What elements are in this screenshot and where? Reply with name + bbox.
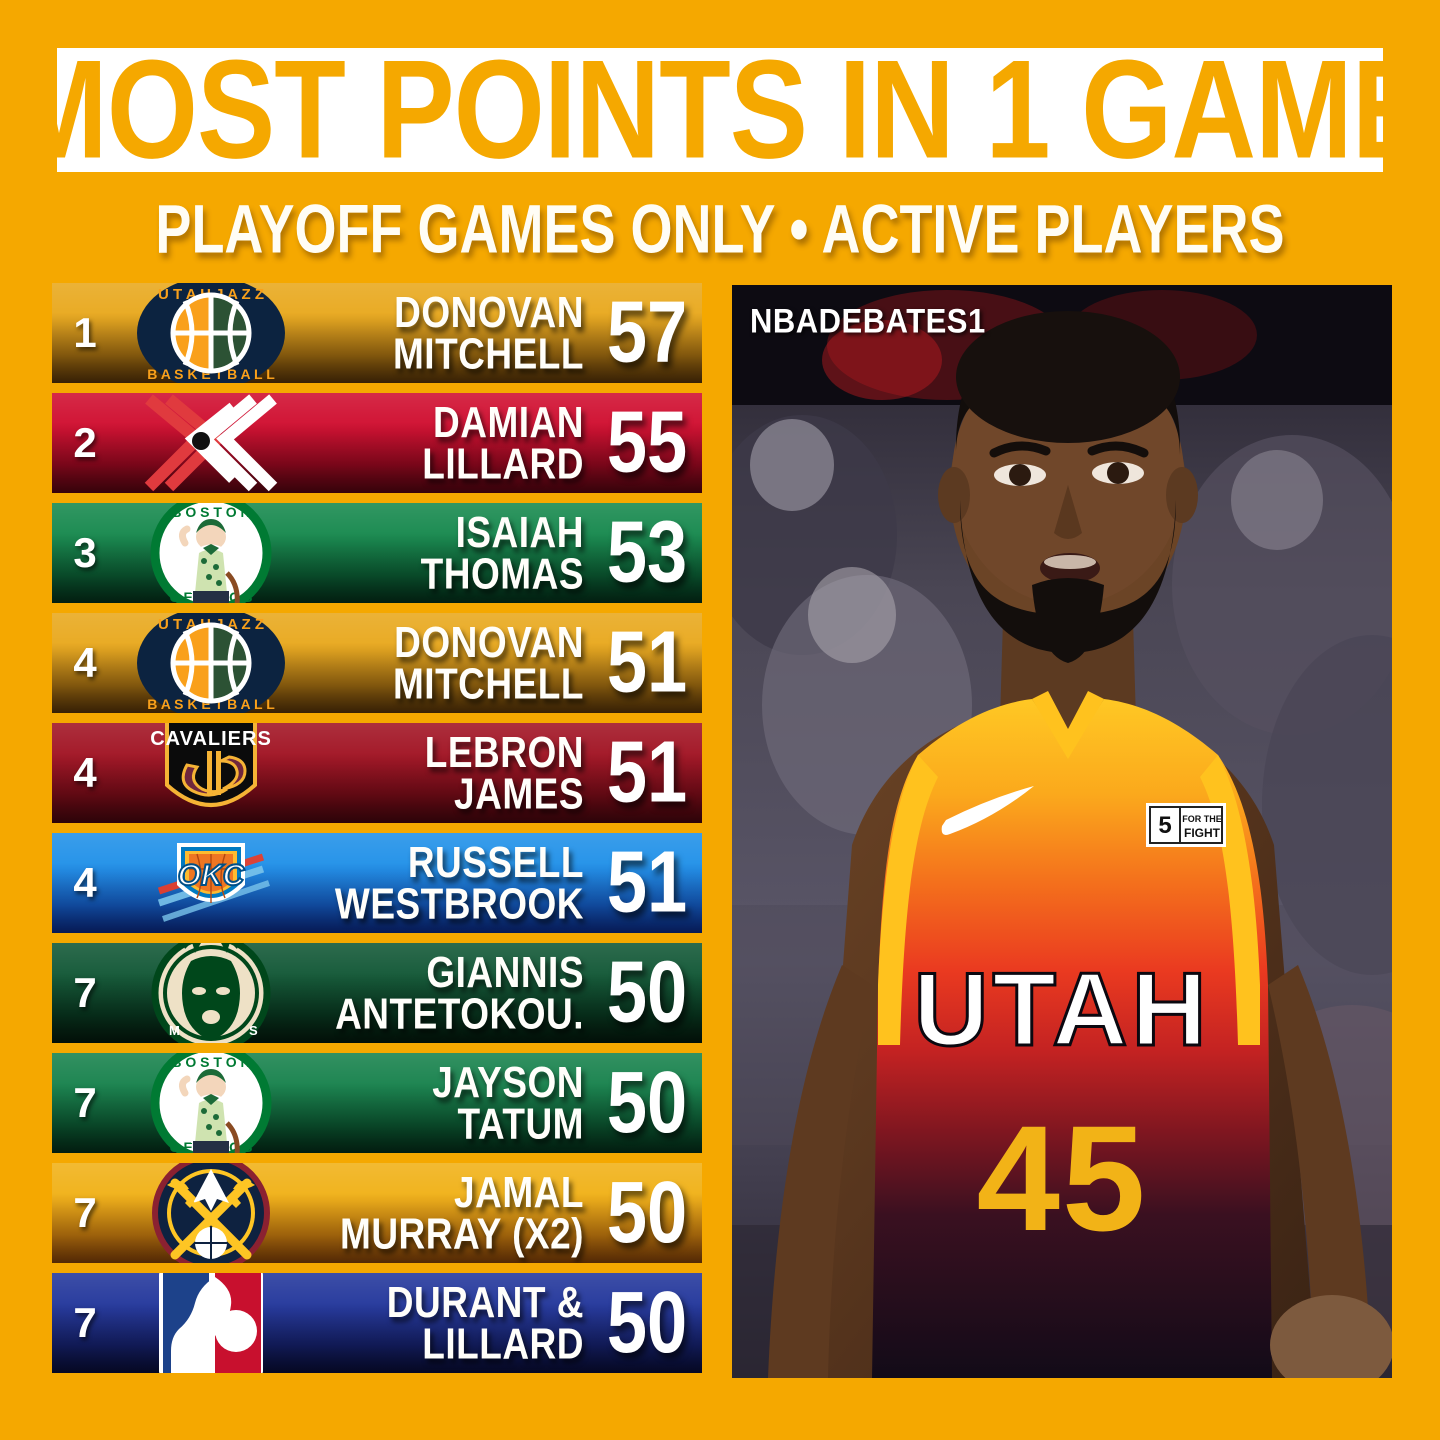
team-logo-nba-icon bbox=[118, 1273, 303, 1373]
player-first-name: DURANT & bbox=[386, 1277, 584, 1327]
player-last-name: LILLARD bbox=[422, 439, 584, 488]
player-name: ISAIAH THOMAS bbox=[303, 510, 592, 598]
player-name: JAMAL MURRAY (X2) bbox=[303, 1170, 592, 1258]
leaderboard-row[interactable]: 1 U T A H J A Z Z B A S K E T B A L L DO… bbox=[52, 283, 702, 383]
team-logo-oklahoma-city-thunder-icon: OKC bbox=[118, 833, 303, 933]
leaderboard-row[interactable]: 3 B O S T O N C E L T I C S ISAIAHTHOMAS… bbox=[52, 503, 702, 603]
svg-text:45: 45 bbox=[977, 1094, 1148, 1262]
team-logo-portland-trail-blazers-icon bbox=[118, 393, 303, 493]
player-last-name: LILLARD bbox=[422, 1319, 584, 1368]
points-value: 53 bbox=[606, 503, 688, 602]
points-value: 50 bbox=[606, 1053, 688, 1152]
team-logo-utah-jazz-icon: U T A H J A Z Z B A S K E T B A L L bbox=[118, 613, 303, 713]
team-logo-utah-jazz-icon: U T A H J A Z Z B A S K E T B A L L bbox=[118, 283, 303, 383]
watermark-text: NBADEBATES1 bbox=[750, 301, 986, 341]
rank-number: 1 bbox=[73, 309, 97, 356]
player-last-name: MITCHELL bbox=[392, 659, 584, 708]
title-band: MOST POINTS IN 1 GAME bbox=[11, 39, 1431, 179]
player-first-name: JAYSON bbox=[432, 1057, 584, 1107]
points-value: 51 bbox=[606, 613, 688, 712]
player-first-name: JAMAL bbox=[454, 1167, 584, 1217]
points-value: 50 bbox=[606, 943, 688, 1042]
leaderboard-row[interactable]: 7 M S GIANNIS ANTETOKOU. 50 bbox=[52, 943, 702, 1043]
svg-text:M: M bbox=[169, 1023, 180, 1038]
player-last-name: TATUM bbox=[457, 1099, 584, 1148]
points-value: 50 bbox=[606, 1273, 688, 1372]
player-name: DAMIAN LILLARD bbox=[303, 400, 592, 488]
rank-number: 7 bbox=[73, 1189, 97, 1236]
rank-number: 2 bbox=[73, 419, 97, 466]
rank-number: 4 bbox=[73, 639, 97, 686]
leaderboard-row[interactable]: 4 OKC RUSSELL WESTBROOK 51 bbox=[52, 833, 702, 933]
player-first-name: DAMIAN bbox=[433, 397, 584, 447]
player-name: DONOVAN MITCHELL bbox=[303, 290, 592, 378]
svg-text:FOR THE: FOR THE bbox=[1182, 814, 1222, 824]
photo-illustration: 5 FOR THE FIGHT UTAH 45 bbox=[732, 285, 1392, 1378]
team-logo-cleveland-cavaliers-icon: CAVALIERS bbox=[118, 723, 303, 823]
player-name: LEBRON JAMES bbox=[303, 730, 592, 818]
points-value: 50 bbox=[606, 1163, 688, 1262]
svg-text:UTAH: UTAH bbox=[913, 952, 1210, 1068]
points-value: 55 bbox=[606, 393, 688, 492]
svg-text:OKC: OKC bbox=[177, 859, 245, 892]
rank-number: 4 bbox=[73, 749, 97, 796]
player-last-name: MURRAY (X2) bbox=[340, 1209, 584, 1258]
player-first-name: ISAIAH bbox=[455, 507, 584, 557]
player-name: DURANT & LILLARD bbox=[303, 1280, 592, 1368]
points-value: 57 bbox=[606, 283, 688, 382]
player-first-name: LEBRON bbox=[424, 727, 584, 777]
leaderboard-list: 1 U T A H J A Z Z B A S K E T B A L L DO… bbox=[52, 283, 702, 1383]
leaderboard-row[interactable]: 7 B O S T O N C E L T I C S JAYSONTATUM5… bbox=[52, 1053, 702, 1153]
player-photo: 5 FOR THE FIGHT UTAH 45 NBADEBATES1 bbox=[732, 285, 1392, 1378]
player-first-name: DONOVAN bbox=[394, 617, 584, 667]
player-name: GIANNIS ANTETOKOU. bbox=[303, 950, 592, 1038]
page-subtitle: PLAYOFF GAMES ONLY • ACTIVE PLAYERS bbox=[155, 191, 1285, 269]
jersey-patch: 5 FOR THE FIGHT bbox=[1146, 803, 1226, 847]
player-last-name: WESTBROOK bbox=[334, 879, 584, 928]
rank-number: 7 bbox=[73, 1079, 97, 1126]
player-name: DONOVAN MITCHELL bbox=[303, 620, 592, 708]
leaderboard-row[interactable]: 2 DAMIAN LILLARD 55 bbox=[52, 393, 702, 493]
team-logo-denver-nuggets-icon bbox=[118, 1163, 303, 1263]
player-last-name: MITCHELL bbox=[392, 329, 584, 378]
leaderboard-row[interactable]: 4 U T A H J A Z Z B A S K E T B A L L DO… bbox=[52, 613, 702, 713]
svg-text:S: S bbox=[249, 1023, 258, 1038]
rank-number: 7 bbox=[73, 969, 97, 1016]
player-first-name: GIANNIS bbox=[426, 947, 584, 997]
svg-text:B A S K E T B A L L: B A S K E T B A L L bbox=[147, 696, 275, 712]
rank-number: 4 bbox=[73, 859, 97, 906]
leaderboard-row[interactable]: 7 DURANT & LILLARD 50 bbox=[52, 1273, 702, 1373]
player-last-name: ANTETOKOU. bbox=[335, 989, 584, 1038]
page-title: MOST POINTS IN 1 GAME bbox=[10, 31, 1431, 188]
player-last-name: THOMAS bbox=[420, 549, 584, 598]
leaderboard-row[interactable]: 4 CAVALIERS LEBRON JAMES 51 bbox=[52, 723, 702, 823]
team-logo-boston-celtics-icon: B O S T O N C E L T I C S bbox=[118, 503, 303, 603]
player-name: RUSSELL WESTBROOK bbox=[303, 840, 592, 928]
svg-text:B O S T O N: B O S T O N bbox=[171, 1054, 250, 1070]
player-last-name: JAMES bbox=[454, 769, 584, 818]
team-logo-boston-celtics-icon: B O S T O N C E L T I C S bbox=[118, 1053, 303, 1153]
points-value: 51 bbox=[606, 833, 688, 932]
points-value: 51 bbox=[606, 723, 688, 822]
svg-text:FIGHT: FIGHT bbox=[1184, 826, 1221, 840]
svg-text:B O S T O N: B O S T O N bbox=[171, 504, 250, 520]
svg-text:5: 5 bbox=[1158, 812, 1171, 839]
leaderboard-row[interactable]: 7 JAMAL MURRAY (X2) 50 bbox=[52, 1163, 702, 1263]
rank-number: 3 bbox=[73, 529, 97, 576]
player-first-name: RUSSELL bbox=[407, 837, 584, 887]
svg-text:CAVALIERS: CAVALIERS bbox=[150, 728, 272, 750]
rank-number: 7 bbox=[73, 1299, 97, 1346]
player-name: JAYSON TATUM bbox=[303, 1060, 592, 1148]
player-first-name: DONOVAN bbox=[394, 287, 584, 337]
svg-text:B A S K E T B A L L: B A S K E T B A L L bbox=[147, 366, 275, 382]
team-logo-milwaukee-bucks-icon: M S bbox=[118, 943, 303, 1043]
